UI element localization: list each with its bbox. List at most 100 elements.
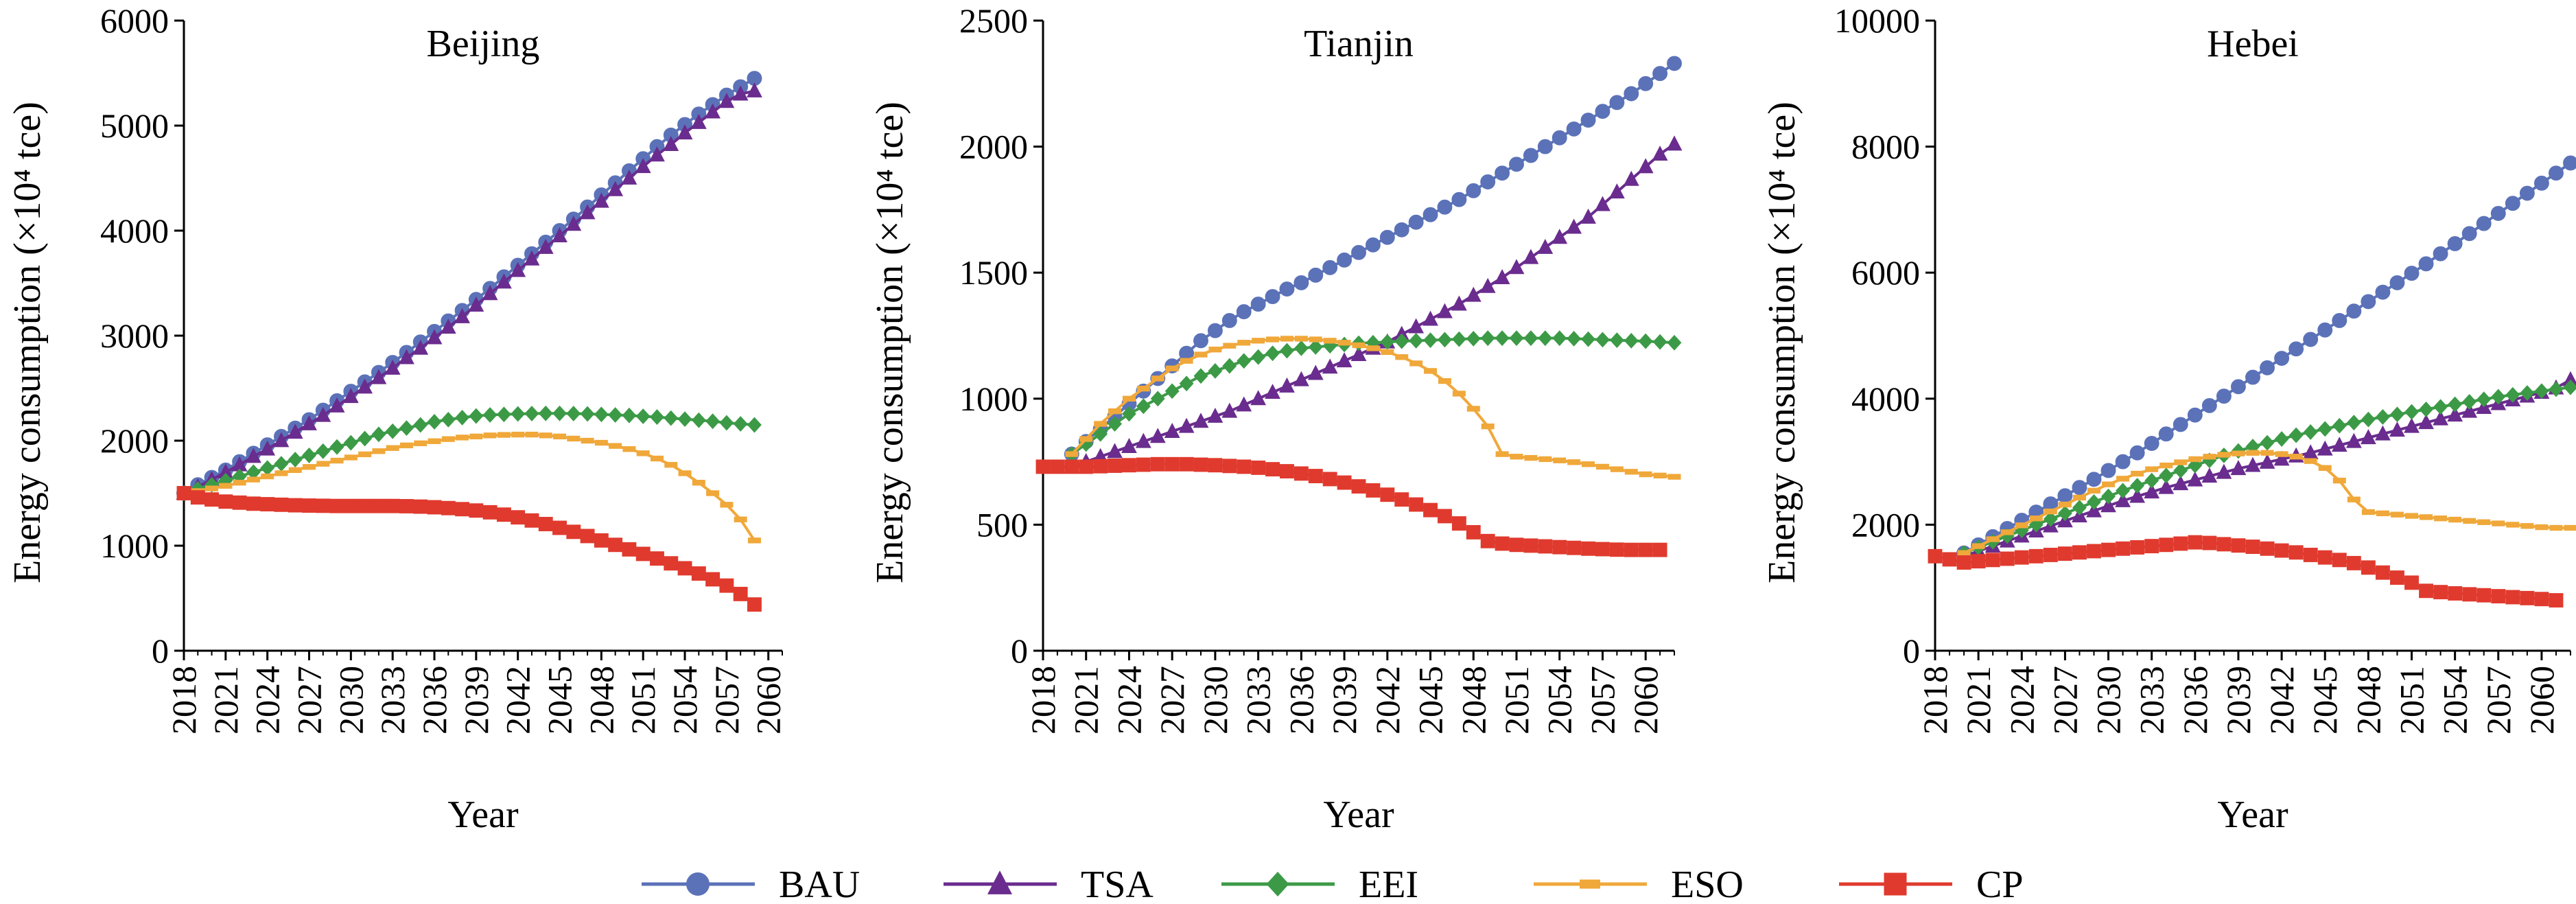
hebei-cp-point: [2116, 541, 2131, 556]
tianjin-cp-point: [1581, 541, 1595, 556]
hebei-eso-point: [2420, 514, 2433, 520]
legend-eei-swatch-marker: [1266, 872, 1289, 896]
hebei-cp-point: [2404, 575, 2419, 590]
beijing-eei-point: [302, 448, 316, 463]
tianjin-tsa-point: [1479, 277, 1496, 293]
beijing-tsa-point: [593, 192, 609, 208]
tianjin-cp-point: [1451, 516, 1466, 531]
beijing-eso-point: [358, 451, 372, 458]
beijing-tsa-point: [621, 169, 637, 185]
beijing-eei-point: [538, 405, 553, 421]
hebei-eei-point: [2505, 386, 2520, 403]
hebei-bau-point: [2288, 341, 2304, 357]
beijing-eei-point: [343, 434, 358, 451]
beijing-cp-point: [329, 498, 344, 513]
tianjin-eso-point: [1481, 424, 1495, 430]
hebei-bau-point: [2216, 389, 2232, 404]
tianjin-cp-point: [1150, 456, 1165, 472]
tianjin-tsa-point: [1135, 432, 1151, 448]
hebei-series-bau: [1956, 155, 2576, 561]
tianjin-eso-point: [1639, 471, 1652, 478]
hebei-cp-point: [2303, 548, 2318, 562]
tianjin-cp-point: [1609, 542, 1624, 557]
beijing-eso-point: [233, 480, 246, 486]
legend-tsa-swatch-marker: [987, 870, 1012, 894]
tianjin-eei-point: [1638, 333, 1653, 349]
beijing-eso-point: [372, 448, 386, 454]
hebei-tsa-point: [2302, 444, 2319, 460]
tianjin-x-tick-label: 2024: [1110, 666, 1148, 734]
tianjin-eei-point: [1480, 330, 1495, 347]
hebei-cp-point: [2245, 540, 2260, 554]
tianjin-eei-point: [1150, 391, 1165, 407]
hebei-cp-point: [2375, 565, 2390, 580]
tianjin-bau-point: [1308, 267, 1324, 283]
tianjin-bau-point: [1609, 95, 1625, 111]
beijing-tsa-point: [552, 227, 567, 243]
tianjin-tsa-point: [1451, 295, 1467, 311]
beijing-eei-point: [455, 409, 470, 426]
beijing-cp-point: [316, 498, 331, 513]
beijing-eso-point: [399, 442, 413, 449]
legend-eso-label: ESO: [1671, 864, 1744, 904]
beijing-tsa-point: [384, 359, 401, 375]
tianjin-cp-point: [1538, 539, 1553, 554]
tianjin-cp-point: [1108, 459, 1122, 473]
hebei-bau-point: [2187, 407, 2203, 423]
tianjin-bau-point: [1509, 157, 1524, 172]
beijing-eei-point: [274, 456, 289, 472]
hebei-cp-point: [1956, 555, 1971, 570]
hebei-eei-point: [2448, 396, 2463, 413]
beijing-eei-point: [385, 423, 400, 439]
tianjin-eso-point: [1079, 436, 1093, 442]
tianjin-cp-point: [1193, 457, 1208, 472]
hebei-x-tick-label: 2054: [2436, 666, 2474, 734]
hebei-title: Hebei: [2207, 23, 2299, 65]
hebei-eei-point: [2419, 402, 2433, 417]
tianjin-eso-point: [1438, 378, 1451, 384]
beijing-eei-point: [650, 409, 664, 425]
tianjin-eei-point: [1409, 332, 1424, 349]
beijing-tsa-point: [747, 82, 762, 97]
hebei-bau-point: [2389, 275, 2405, 290]
tianjin-eso-point: [1337, 340, 1351, 346]
hebei-x-tick-label: 2045: [2306, 666, 2344, 734]
beijing-tsa-point: [718, 93, 735, 108]
beijing-eso-point: [567, 435, 581, 442]
tianjin-cp-point: [1351, 479, 1366, 494]
beijing-eso-point: [274, 470, 288, 476]
hebei-y-tick-label: 2000: [1851, 505, 1920, 544]
tianjin-cp-point: [1624, 542, 1639, 557]
beijing-tsa-point: [496, 273, 512, 289]
hebei-cp-point: [2216, 537, 2232, 552]
hebei-x-tick-label: 2042: [2262, 666, 2301, 734]
beijing-eso-point: [386, 445, 399, 451]
tianjin-cp-point: [1652, 542, 1667, 557]
beijing-series-eso: [177, 431, 761, 544]
tianjin-eso-point: [1667, 474, 1681, 480]
tianjin-eei-point: [1108, 416, 1122, 432]
beijing-x-tick-label: 2027: [290, 666, 329, 734]
tianjin-bau-point: [1279, 281, 1295, 297]
tianjin-bau-point: [1451, 192, 1467, 207]
beijing-tsa-point: [399, 349, 414, 364]
tianjin-eso-point: [1510, 454, 1523, 460]
tianjin-y-tick-label: 1500: [959, 253, 1028, 292]
beijing-eei-point: [566, 406, 581, 421]
beijing-eso-point: [483, 432, 497, 439]
tianjin-eso-point: [1424, 368, 1438, 374]
tianjin-eso-point: [1352, 342, 1366, 349]
legend-item-eei: EEI: [1221, 864, 1418, 904]
hebei-x-tick-label: 2036: [2176, 666, 2214, 734]
beijing-eei-point: [482, 407, 497, 423]
beijing-x-tick-label: 2036: [415, 666, 454, 734]
beijing-y-axis-label: Energy consumption (×10⁴ tce): [6, 102, 49, 583]
hebei-bau-point: [2519, 185, 2535, 201]
hebei-eei-point: [2462, 393, 2477, 410]
tianjin-eso-point: [1595, 463, 1609, 470]
hebei-eso-point: [2131, 470, 2144, 477]
hebei-cp-point: [2361, 560, 2376, 575]
beijing-eso-point: [469, 433, 483, 440]
hebei-eei-point: [2274, 431, 2289, 447]
tianjin-eso-point: [1582, 461, 1595, 467]
